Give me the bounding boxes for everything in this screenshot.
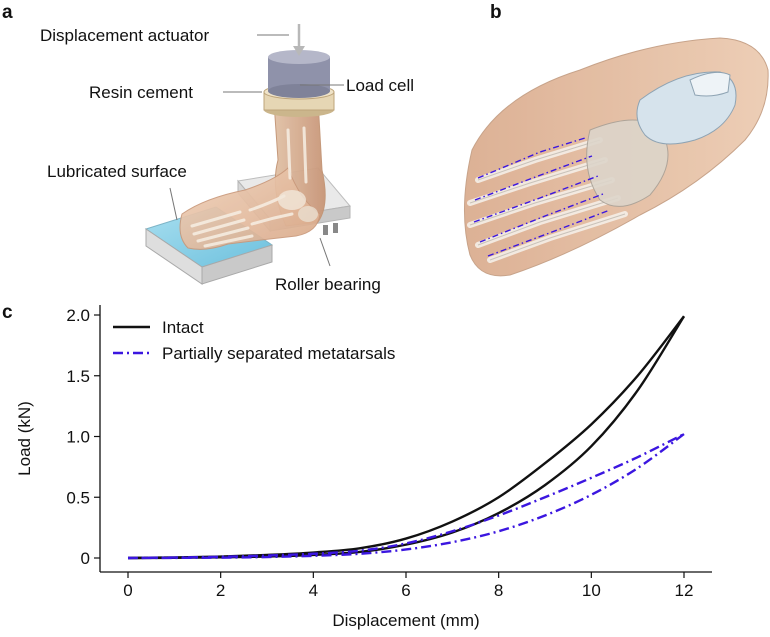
y-tick-label: 0.5 bbox=[66, 488, 90, 507]
x-tick-label: 10 bbox=[582, 581, 601, 600]
x-tick-label: 0 bbox=[123, 581, 132, 600]
x-tick-label: 4 bbox=[309, 581, 318, 600]
foot-bone-render bbox=[463, 37, 769, 277]
y-tick-label: 2.0 bbox=[66, 306, 90, 325]
y-tick-label: 0 bbox=[81, 549, 90, 568]
label-displacement-actuator: Displacement actuator bbox=[40, 26, 209, 45]
panel-c: c 0 2 4 6 8 10 12 0 0.5 1.0 1.5 2.0 Displacement (mm… bbox=[2, 302, 712, 630]
foot-apparatus-illustration bbox=[144, 24, 351, 285]
series-partially-separated-loading-line bbox=[127, 432, 685, 560]
label-load-cell: Load cell bbox=[346, 76, 414, 95]
legend-label: Intact bbox=[162, 318, 204, 337]
x-axis-title: Displacement (mm) bbox=[332, 611, 479, 630]
x-tick-label: 8 bbox=[494, 581, 503, 600]
x-tick-label: 6 bbox=[401, 581, 410, 600]
y-tick-label: 1.5 bbox=[66, 367, 90, 386]
panel-c-letter: c bbox=[2, 302, 13, 323]
legend-label: Partially separated metatarsals bbox=[162, 344, 395, 363]
label-lubricated-surface: Lubricated surface bbox=[47, 162, 187, 181]
x-tick-label: 2 bbox=[216, 581, 225, 600]
chart-legend: Intact Partially separated metatarsals bbox=[113, 318, 395, 363]
load-displacement-chart: 0 2 4 6 8 10 12 0 0.5 1.0 1.5 2.0 Displacement (mm) L… bbox=[15, 305, 712, 630]
y-tick-label: 1.0 bbox=[66, 428, 90, 447]
series-partially-separated-unloading-line bbox=[127, 433, 685, 560]
panel-a-letter: a bbox=[2, 2, 13, 23]
y-axis-title: Load (kN) bbox=[15, 401, 34, 476]
label-resin-cement: Resin cement bbox=[89, 83, 193, 102]
panel-a: a bbox=[2, 2, 414, 294]
panel-b-letter: b bbox=[490, 2, 502, 23]
panel-b: b bbox=[463, 2, 769, 277]
label-roller-bearing: Roller bearing bbox=[275, 275, 381, 294]
x-tick-label: 12 bbox=[675, 581, 694, 600]
